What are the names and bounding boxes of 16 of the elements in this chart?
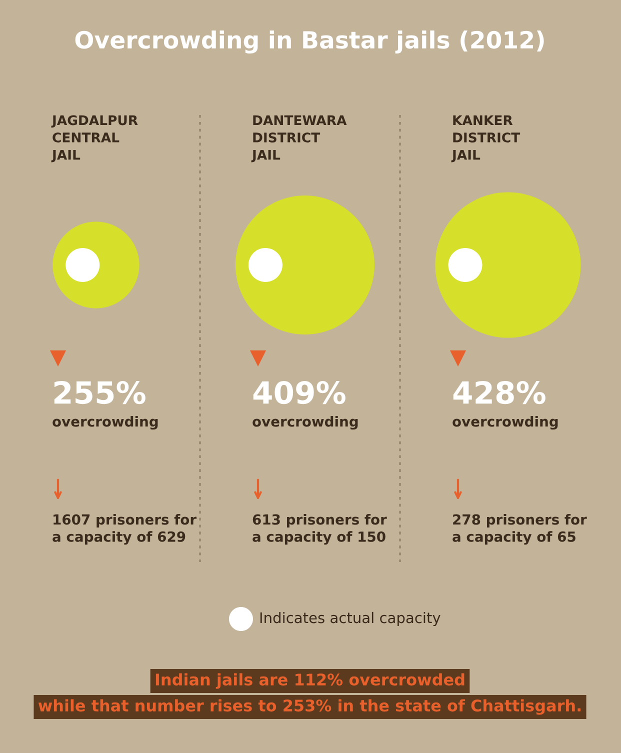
data-label: 409%: [253, 380, 346, 404]
text: 278 prisoners for a capacity of 65: [452, 514, 587, 545]
data-label: 255%: [54, 380, 146, 404]
category-label: DANTEWARA DISTRICT JAIL: [251, 115, 347, 162]
text: 613 prisoners for a capacity of 150: [252, 514, 387, 545]
text: Overcrowding in Bastar jails (2012): [75, 30, 544, 54]
text: overcrowding: [452, 416, 558, 430]
category-label: JAGDALPUR CENTRAL JAIL: [51, 115, 138, 162]
text: Indian jails are 112% overcrowded: [156, 673, 464, 689]
text: overcrowding: [52, 416, 158, 430]
text: Indicates actual capacity: [260, 612, 440, 626]
text: 1607 prisoners for a capacity of 629: [52, 514, 197, 545]
text: overcrowding: [252, 416, 358, 430]
category-label: KANKER DISTRICT JAIL: [451, 115, 520, 162]
data-label: 428%: [453, 380, 546, 404]
text: while that number rises to 253% in the state of Chattisgarh.: [38, 699, 581, 715]
